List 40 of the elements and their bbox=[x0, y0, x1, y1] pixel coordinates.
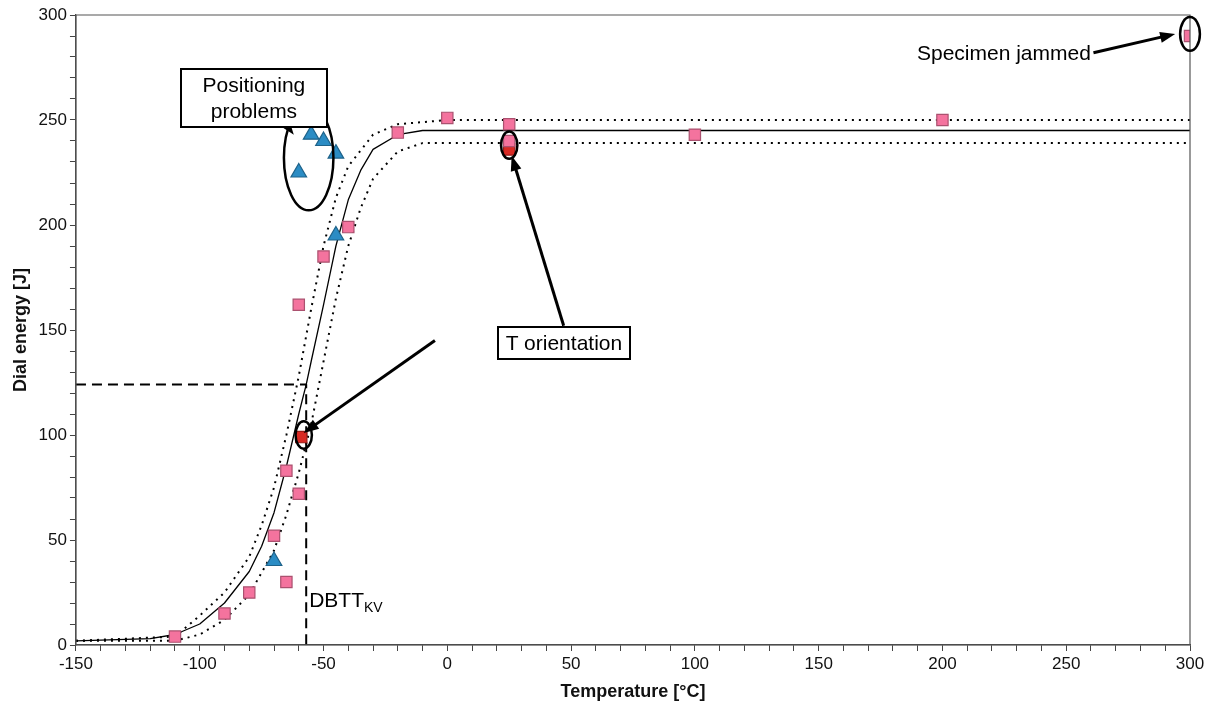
x-tick-label: 0 bbox=[442, 653, 453, 673]
point bbox=[502, 117, 516, 131]
x-tick-label: 100 bbox=[680, 653, 710, 673]
x-tick-label: 150 bbox=[804, 653, 833, 673]
annotation: Positioning problems bbox=[179, 67, 328, 128]
x-axis-title: Temperature [°C] bbox=[560, 681, 706, 702]
x-tick-label: -50 bbox=[311, 653, 336, 673]
x-tick-label: 50 bbox=[561, 653, 581, 673]
annotation: Specimen jammed bbox=[916, 39, 1091, 66]
point bbox=[688, 128, 702, 141]
x-tick-label: -150 bbox=[58, 653, 93, 673]
x-tick-label: 300 bbox=[1175, 653, 1205, 673]
annotation: DBTT$_{KV}$ bbox=[309, 586, 383, 617]
point bbox=[441, 111, 454, 125]
x-tick-label: 250 bbox=[1052, 653, 1081, 673]
point bbox=[342, 220, 355, 234]
x-tick-label: -100 bbox=[182, 653, 217, 673]
point bbox=[280, 464, 293, 477]
point bbox=[292, 487, 306, 501]
point bbox=[391, 126, 405, 139]
point bbox=[168, 630, 182, 643]
y-axis-title: Dial energy [J] bbox=[9, 267, 30, 393]
point bbox=[267, 529, 281, 543]
y-tick-label: 0 bbox=[57, 634, 67, 654]
point bbox=[292, 298, 306, 312]
point bbox=[315, 131, 332, 147]
point bbox=[280, 575, 293, 589]
point bbox=[243, 586, 256, 599]
y-tick-label: 150 bbox=[38, 319, 67, 339]
point bbox=[317, 250, 330, 263]
y-tick-label: 300 bbox=[38, 4, 67, 24]
point bbox=[265, 551, 283, 567]
y-tick-label: 200 bbox=[38, 214, 67, 234]
y-tick-label: 50 bbox=[48, 529, 67, 549]
point bbox=[936, 113, 949, 127]
x-tick-label: 200 bbox=[928, 653, 957, 673]
y-tick-label: 250 bbox=[38, 109, 67, 129]
annotation: T orientation bbox=[496, 325, 632, 360]
y-tick-label: 100 bbox=[38, 424, 67, 444]
point bbox=[218, 607, 231, 620]
